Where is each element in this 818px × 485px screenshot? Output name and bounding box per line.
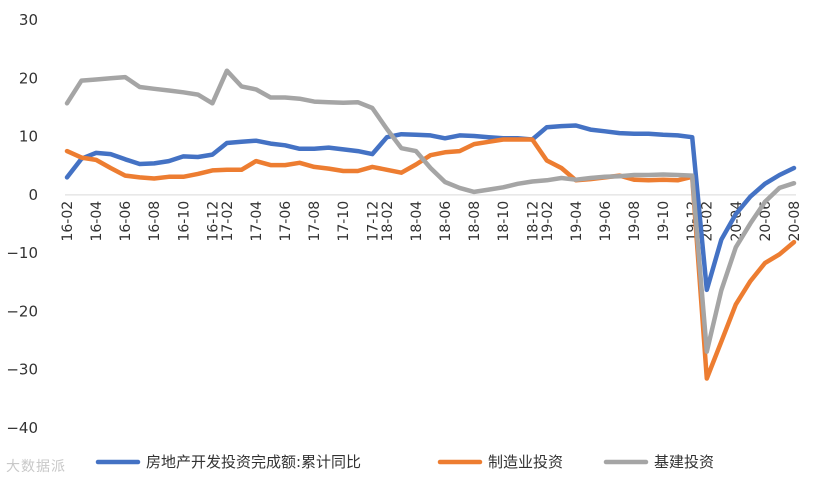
x-tick-label: 16-02	[60, 201, 76, 242]
x-tick-label: 18-02	[380, 201, 396, 242]
y-tick-label: −40	[6, 419, 38, 437]
x-tick-label: 19-02	[540, 201, 556, 242]
series-line-1	[64, 137, 797, 381]
x-tick-label: 17-04	[249, 201, 265, 242]
x-tick-label: 16-04	[89, 201, 105, 242]
legend-label: 基建投资	[654, 453, 714, 471]
y-tick-label: 20	[19, 69, 38, 87]
x-tick-label: 19-10	[656, 201, 672, 242]
x-tick-label: 20-08	[787, 201, 803, 242]
y-tick-label: −10	[6, 244, 38, 262]
x-tick-label: 16-08	[147, 201, 163, 242]
x-tick-label: 18-10	[496, 201, 512, 242]
x-tick-label: 17-02	[220, 201, 236, 242]
x-tick-label: 16-10	[176, 201, 192, 242]
legend-label: 制造业投资	[488, 453, 563, 471]
x-tick-label: 18-08	[467, 201, 483, 242]
x-tick-label: 20-02	[700, 201, 716, 242]
x-tick-label: 18-12	[525, 201, 541, 242]
legend: 房地产开发投资完成额:累计同比 制造业投资 基建投资	[95, 453, 714, 471]
x-tick-label: 18-04	[409, 201, 425, 242]
y-tick-label: −20	[6, 302, 38, 320]
x-tick-label: 17-12	[365, 201, 381, 242]
watermark: 大数据派	[6, 459, 66, 475]
x-tick-label: 19-04	[569, 201, 585, 242]
x-tick-label: 17-08	[307, 201, 323, 242]
x-tick-label: 17-06	[278, 201, 294, 242]
y-tick-label: 0	[28, 186, 38, 204]
x-tick-label: 20-06	[758, 201, 774, 242]
series-line-2	[64, 68, 797, 354]
y-tick-label: 10	[19, 128, 38, 146]
series-line-0	[64, 123, 797, 293]
legend-label: 房地产开发投资完成额:累计同比	[146, 453, 361, 471]
y-tick-label: −30	[6, 361, 38, 379]
x-tick-label: 16-06	[118, 201, 134, 242]
y-axis: 30 20 10 0 −10 −20 −30 −40	[6, 11, 38, 437]
x-tick-label: 16-12	[205, 201, 221, 242]
x-tick-label: 18-06	[438, 201, 454, 242]
x-tick-label: 19-06	[598, 201, 614, 242]
series-lines	[64, 68, 797, 381]
x-tick-label: 17-10	[336, 201, 352, 242]
y-tick-label: 30	[19, 11, 38, 29]
x-tick-label: 19-08	[627, 201, 643, 242]
